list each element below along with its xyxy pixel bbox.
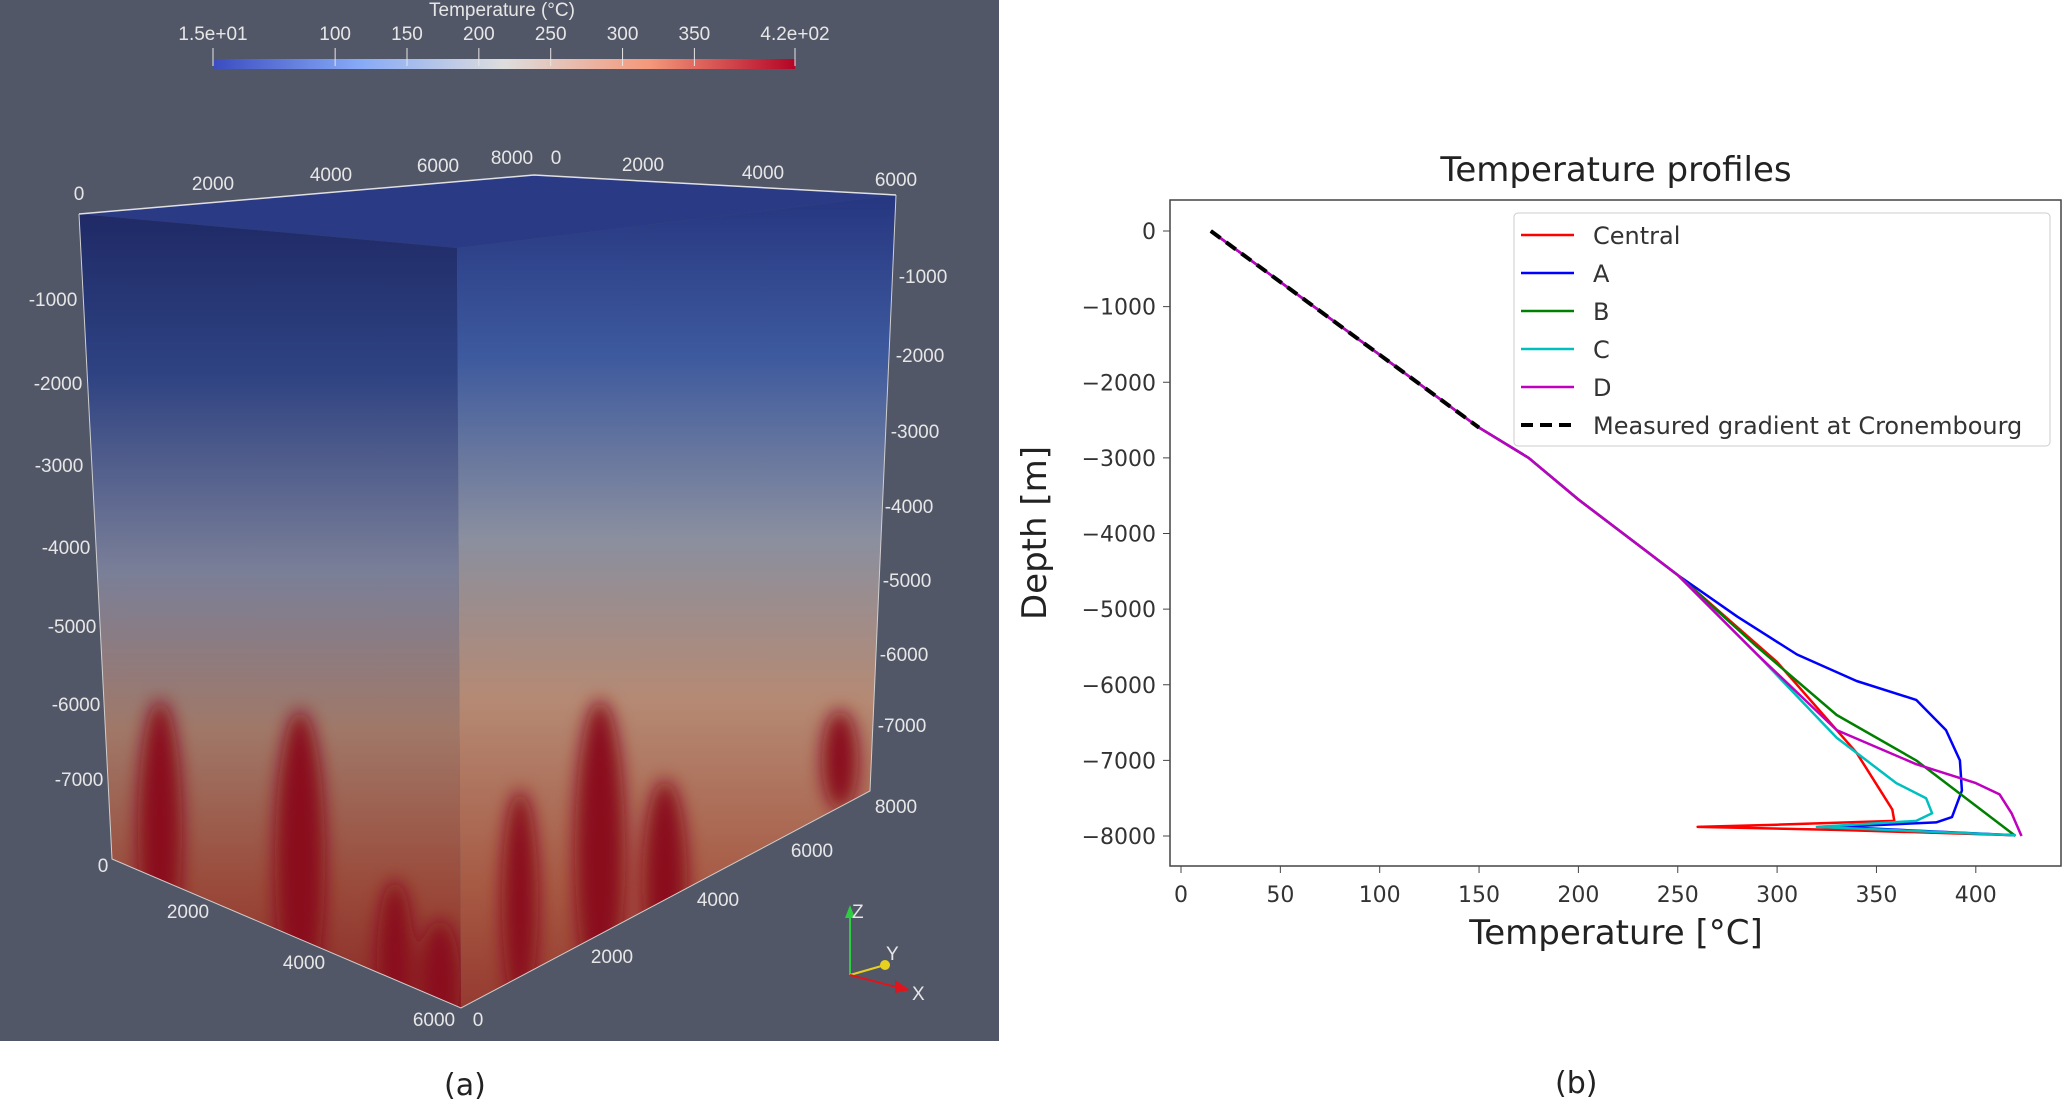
cube-axis-label-top-axis-right: 0 [551,148,562,169]
cube-axis-label-top-axis-left: 0 [74,184,85,205]
cube-axis-label-left-depth-axis: -4000 [42,538,91,559]
colorbar-tick-label: 300 [607,24,639,45]
axis-y-label: Y [886,944,899,965]
cube-axis-label-top-axis-left: 6000 [417,156,459,177]
cube-outline [78,194,897,1009]
caption-a: (a) [444,1068,486,1103]
colorbar-tick-label: 4.2e+02 [760,24,829,45]
cube-axis-label-left-depth-axis: -5000 [48,617,97,638]
cube-axis-label-right-depth-axis: -4000 [885,497,934,518]
x-tick-label: 150 [1458,883,1500,908]
cube-axis-label-left-depth-axis: -7000 [55,770,104,791]
colorbar-tick-label: 150 [391,24,423,45]
cube-axis-label-bottom-axis-right: 6000 [791,841,833,862]
legend-label: A [1593,260,1610,288]
cube-axis-label-right-depth-axis: -3000 [891,422,940,443]
cube-axis-label-left-depth-axis: 0 [98,856,109,877]
x-tick-label: 300 [1756,883,1798,908]
cube-axis-label-right-depth-axis: -5000 [883,571,932,592]
chart-title: Temperature profiles [1439,150,1791,190]
x-tick-label: 0 [1174,883,1188,908]
legend-label: Measured gradient at Cronembourg [1593,412,2022,440]
legend-box [1513,212,2051,447]
y-tick-label: −6000 [1082,674,1156,699]
x-tick-label: 200 [1557,883,1599,908]
legend-label: D [1593,374,1611,402]
cube-axis-label-right-depth-axis: 8000 [875,797,917,818]
y-tick-label: −5000 [1082,598,1156,623]
legend-label: Central [1593,222,1680,250]
x-tick-label: 350 [1855,883,1897,908]
cube-axis-label-left-depth-axis: -2000 [34,374,83,395]
paraview-3d-render: Temperature (°C) 1.5e+01 100 150 200 250 300 3… [0,0,999,1041]
x-tick-label: 50 [1266,883,1294,908]
cube-axis-label-right-depth-axis: -2000 [896,346,945,367]
cube-axis-label-left-depth-axis: -1000 [29,290,78,311]
cube-axis-label-right-depth-axis: -6000 [880,645,929,666]
cube-axis-label-top-axis-right: 2000 [622,155,664,176]
cube-axis-label-top-axis-left: 2000 [192,174,234,195]
y-tick-label: −2000 [1082,371,1156,396]
colorbar-tick-label: 350 [679,24,711,45]
caption-b: (b) [1555,1066,1598,1101]
colorbar [213,59,795,69]
colorbar-tick-label: 1.5e+01 [178,24,247,45]
cube-axis-label-left-depth-axis: -6000 [52,695,101,716]
x-tick-label: 100 [1359,883,1401,908]
orientation-axes: Z Y X [845,902,925,1005]
cube-axis-label-bottom-axis-left: 6000 [413,1010,455,1031]
axis-x-label: X [912,984,925,1005]
y-tick-label: −1000 [1082,296,1156,321]
cube-axis-label-bottom-axis-right: 4000 [697,890,739,911]
cube-axis-label-top-axis-left: 8000 [491,148,533,169]
cube-axis-label-left-depth-axis: -3000 [35,456,84,477]
x-axis-label: Temperature [°C] [1468,913,1762,953]
cube-axis-label-bottom-axis-right: 0 [473,1010,484,1031]
cube-axis-label-top-axis-right: 6000 [875,170,917,191]
colorbar-title: Temperature (°C) [429,0,575,21]
series-line-d [1210,229,2023,837]
colorbar-tick-label: 250 [535,24,567,45]
y-tick-label: −8000 [1082,825,1156,850]
cube-axis-label-right-depth-axis: -1000 [899,267,948,288]
legend-label: C [1593,336,1610,364]
y-tick-label: −4000 [1082,523,1156,548]
cube-axis-label-bottom-axis-right: 2000 [591,947,633,968]
y-tick-label: 0 [1142,220,1156,245]
legend-label: B [1593,298,1609,326]
x-tick-label: 250 [1657,883,1699,908]
axis-z-label: Z [852,902,864,923]
cube-axis-label-bottom-axis-left: 4000 [283,953,325,974]
y-tick-label: −3000 [1082,447,1156,472]
x-tick-label: 400 [1955,883,1997,908]
y-axis-label: Depth [m] [1015,446,1055,620]
cube-axis-label-bottom-axis-left: 2000 [167,902,209,923]
colorbar-tick-label: 100 [319,24,351,45]
colorbar-tick-label: 200 [463,24,495,45]
series-line-measured-gradient-at-cronembourg [1209,229,1481,430]
cube-axis-label-top-axis-right: 4000 [742,163,784,184]
y-tick-label: −7000 [1082,749,1156,774]
cube-right-face [457,195,896,1008]
cube-top-face [79,175,896,248]
cube-top-edge [78,174,897,215]
temperature-cube-view: Temperature (°C) 1.5e+01 100 150 200 250 300 3… [29,0,948,1031]
cube-axis-label-right-depth-axis: -7000 [878,716,927,737]
cube-axis-label-top-axis-left: 4000 [310,165,352,186]
